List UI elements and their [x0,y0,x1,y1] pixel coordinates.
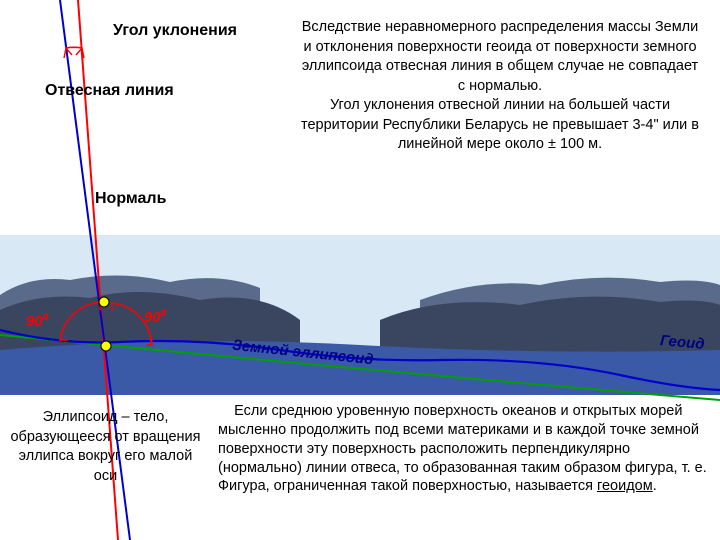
ellipsoid-def: Эллипсоид – тело, образующееся от вращен… [8,408,203,486]
deviation-angle-label: Угол уклонения [113,22,237,40]
angle-left-label: 900 [26,312,48,330]
body-text: Если среднюю уровенную поверхность океан… [218,402,713,496]
normal-label: Нормаль [95,190,166,208]
deviation-arc [66,47,82,48]
plumb-line-label: Отвесная линия [45,82,174,100]
intersection-point-bottom [101,341,111,351]
intersection-point-top [99,297,109,307]
main-text: Вследствие неравномерного распределения … [300,18,700,155]
angle-right-label: 900 [144,308,166,326]
